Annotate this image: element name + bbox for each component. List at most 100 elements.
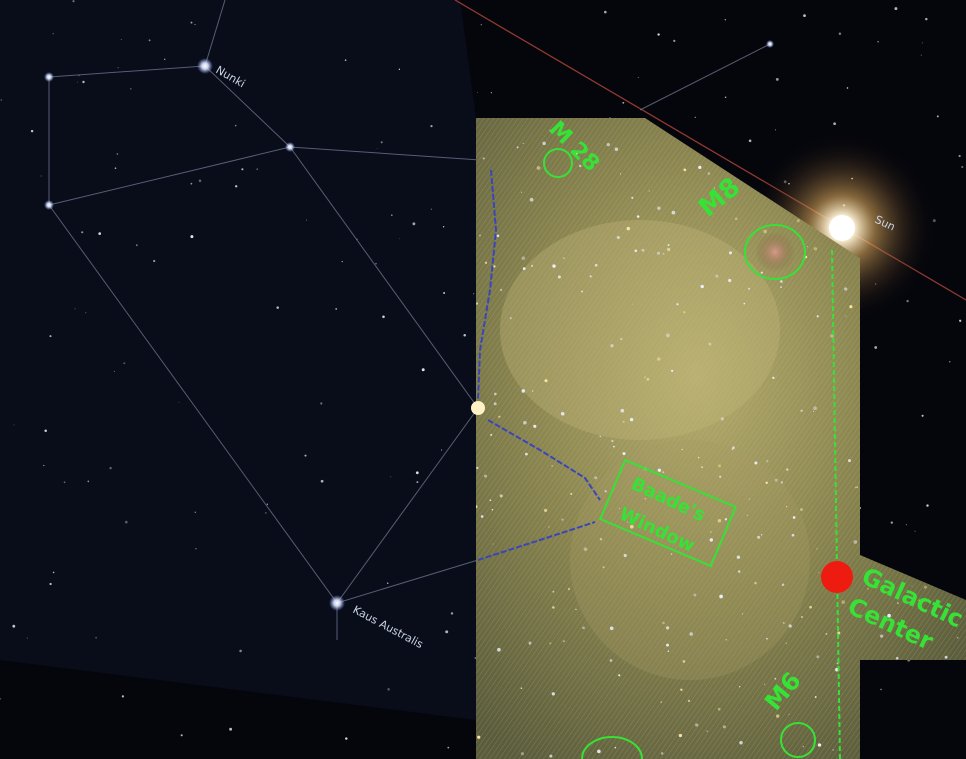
milky-way-star [701,466,703,469]
milky-way-star [657,468,662,472]
milky-way-star [476,302,479,305]
background-star [949,361,951,363]
milky-way-star [522,142,524,144]
milky-way-star [594,263,598,267]
background-star [442,226,445,228]
milky-way-star [583,547,588,551]
milky-way-star [732,446,735,450]
background-star [399,238,400,240]
milky-way-star [570,492,573,495]
milky-way-star [708,342,712,346]
background-star [52,33,54,35]
milky-way-star [698,165,702,170]
milky-way-star [678,733,683,738]
background-star [416,481,419,484]
milky-way-star [841,600,846,604]
green-markers [543,148,841,759]
milky-way-star [634,249,638,253]
milky-way-star [763,229,767,234]
milky-way-star [683,311,686,314]
milky-way-star [738,686,741,688]
milky-way-star [599,538,603,541]
background-star [345,737,348,740]
milky-way-star [719,594,723,599]
background-star [164,58,166,60]
milky-way-star [521,389,526,393]
background-star [604,10,607,14]
milky-way-star [552,606,555,609]
milky-way-star [729,251,732,255]
milky-way-star [516,146,519,149]
milky-way-star [521,256,526,261]
milky-way-star [695,723,699,727]
milky-way-star [671,210,676,215]
milky-way-star [493,265,496,268]
background-star [194,511,196,513]
milky-way-star [525,452,528,456]
milky-way-star [849,305,853,309]
milky-way-star [697,456,700,459]
background-star [344,59,347,61]
milky-way-star [632,303,634,305]
milky-way-star [757,535,761,539]
milky-way-star [623,553,627,558]
milky-way-star [477,735,481,739]
milky-way-star [731,448,734,451]
background-star [43,464,45,467]
milky-way-star [780,280,783,283]
milky-way-star [548,526,550,528]
background-star [838,32,842,35]
background-star [430,208,432,210]
background-star [748,139,752,143]
milky-way-star [529,197,534,202]
milky-way-star [599,435,602,438]
milky-way-star [641,248,645,252]
milky-way-star [523,420,527,425]
background-star [49,582,52,586]
background-star [833,122,836,126]
milky-way-star [629,524,634,529]
milky-way-star [765,481,768,485]
milky-way-star [492,543,494,545]
milky-way-star [816,315,819,318]
milky-way-star [567,587,571,591]
milky-way-star [667,650,670,652]
milky-way-star [781,583,785,587]
background-star [724,96,727,98]
background-star [95,637,97,639]
milky-way-star [918,599,920,601]
background-star [920,54,922,56]
milky-way-star [662,621,665,625]
milky-way-star [660,752,664,755]
background-star [480,24,482,26]
milky-way-star [646,377,650,381]
background-star [72,0,75,3]
milky-way-star [944,655,948,659]
milky-way-star [618,674,621,677]
milky-way-star [629,417,634,422]
milky-way-star [549,754,553,758]
milky-way-star [533,424,537,428]
background-star [26,637,28,639]
background-star [921,42,923,44]
background-star [85,312,87,314]
milky-way-star [560,412,565,416]
milky-way-star [923,585,927,589]
partial-circle [581,736,643,759]
background-star [775,77,779,81]
milky-way-star [611,439,614,443]
baade-window-box [598,458,738,568]
milky-way-star [619,337,623,341]
milky-way-star [536,166,541,170]
milky-way-star [814,696,817,698]
milky-way-star [610,344,614,348]
background-star [622,101,625,104]
background-star [116,153,119,155]
milky-way-star [552,264,556,268]
background-star [637,76,639,79]
background-star [914,530,916,532]
background-star [109,466,112,470]
background-star [477,92,479,93]
constellation-stars [44,40,774,611]
milky-way-star [543,508,548,513]
